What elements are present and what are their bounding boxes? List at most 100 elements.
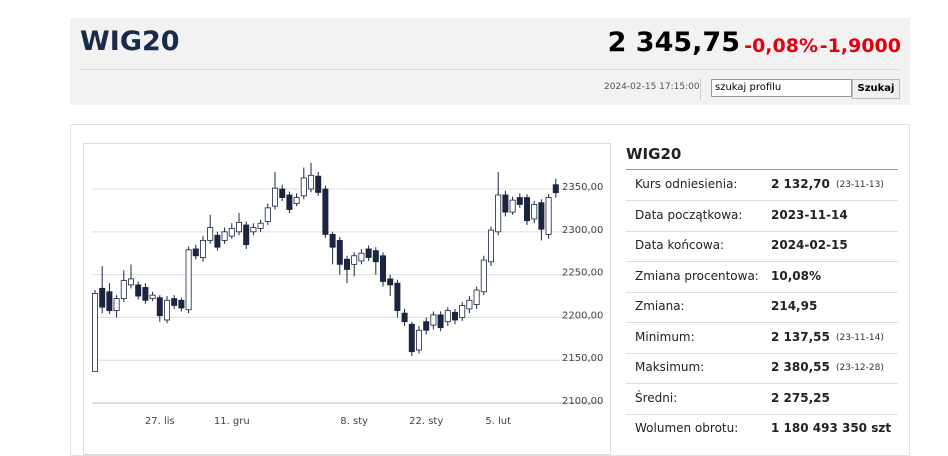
change-pct: -0,08% [744,35,818,57]
candle-up [271,187,278,207]
candle-up [207,227,214,241]
candle-down [178,299,185,309]
y-tick-label: 2150,00 [562,353,603,364]
candle-down [329,233,336,248]
y-tick-label: 2200,00 [562,310,603,321]
candle-up [250,227,257,233]
candle-down [171,298,178,306]
divider [626,413,898,415]
row-value: 2024-02-15 [771,238,848,252]
candle-down [336,239,343,265]
row-label: Wolumen obrotu: [635,421,739,435]
candle-down [322,188,329,235]
candle-down [243,224,250,246]
candle-up [487,229,494,263]
candle-down [408,323,415,353]
candle-up [149,294,156,299]
timestamp: 2024-02-15 17:15:00 [604,82,700,92]
candle-down [451,311,458,321]
row-value: 2 137,55 [771,329,830,344]
candle-down [379,255,386,282]
candle-down [214,234,221,248]
search-button[interactable]: Szukaj [852,79,900,99]
divider [626,383,898,384]
candle-up [545,197,552,235]
divider [626,322,898,323]
candle-down [135,284,142,297]
row-value: 2 132,70 [771,177,830,191]
candle-down [502,194,509,213]
row-value: 2023-11-14 [771,207,848,222]
candle-up [91,293,98,372]
candle-up [300,177,307,197]
candle-up [444,310,451,323]
info-title: WIG20 [626,145,682,163]
divider [80,69,900,70]
candle-down [156,297,163,317]
candle-up [228,227,235,237]
separator [700,78,701,100]
page: WIG20 2 345,75 -0,08% -1,9000 2024-02-15… [70,18,910,456]
index-title: WIG20 [80,26,180,57]
x-tick-label: 5. lut [485,416,511,427]
row-value: 2 275,25 [771,390,830,405]
row-label: Kurs odniesienia: [635,177,738,191]
candle-up [113,298,120,311]
y-tick-label: 2100,00 [562,396,603,407]
row-value: 214,95 [771,299,818,313]
row-label: Średni: [635,390,678,405]
candle-down [401,312,408,323]
candle-up [164,299,171,321]
candle-down [365,248,372,258]
candle-up [473,289,480,305]
candle-down [372,250,379,263]
candle-up [293,197,300,204]
candle-up [200,239,207,258]
candle-up [459,305,466,318]
row-value: 10,08% [771,268,821,283]
divider [626,169,898,170]
candle-up [264,207,271,222]
candle-down [279,188,286,198]
candle-up [307,174,314,190]
y-tick-label: 2300,00 [562,225,603,236]
divider [626,352,898,354]
chart: 2100,00 2150,00 2200,00 2250,00 2300,00 2350,… [91,162,603,427]
change: -1,9000 [819,35,901,57]
search-input[interactable]: szukaj profilu [711,79,852,97]
price: 2 345,75 [607,27,740,58]
row-label: Zmiana: [635,299,685,313]
candle-down [387,278,394,286]
candle-down [538,202,545,230]
row-note: (23-11-13) [836,180,884,190]
row-label: Data końcowa: [635,238,725,252]
row-label: Maksimum: [635,360,705,374]
candle-up [257,222,264,229]
candle-down [106,291,113,311]
candle-up [430,314,437,326]
row-label: Data początkowa: [635,207,743,222]
candle-down [343,258,350,270]
y-tick-label: 2350,00 [562,182,603,193]
row-label: Zmiana procentowa: [635,268,759,283]
candle-up [221,231,228,241]
divider [626,291,898,293]
x-tick-label: 27. lis [145,416,175,427]
candle-up [120,280,127,299]
candle-up [495,194,502,233]
candle-down [552,184,559,194]
row-value: 1 180 493 350 szt [771,421,892,435]
candle-down [99,287,106,308]
candle-down [286,194,293,210]
divider [626,200,898,201]
candle-up [128,278,135,286]
x-tick-label: 11. gru [214,416,250,427]
y-tick-label: 2250,00 [562,268,603,279]
candle-up [351,255,358,265]
candle-up [185,249,192,311]
candle-up [358,252,365,262]
row-note: (23-12-28) [836,363,884,373]
candle-down [394,282,401,311]
candle-down [142,287,149,301]
candle-down [423,321,430,331]
